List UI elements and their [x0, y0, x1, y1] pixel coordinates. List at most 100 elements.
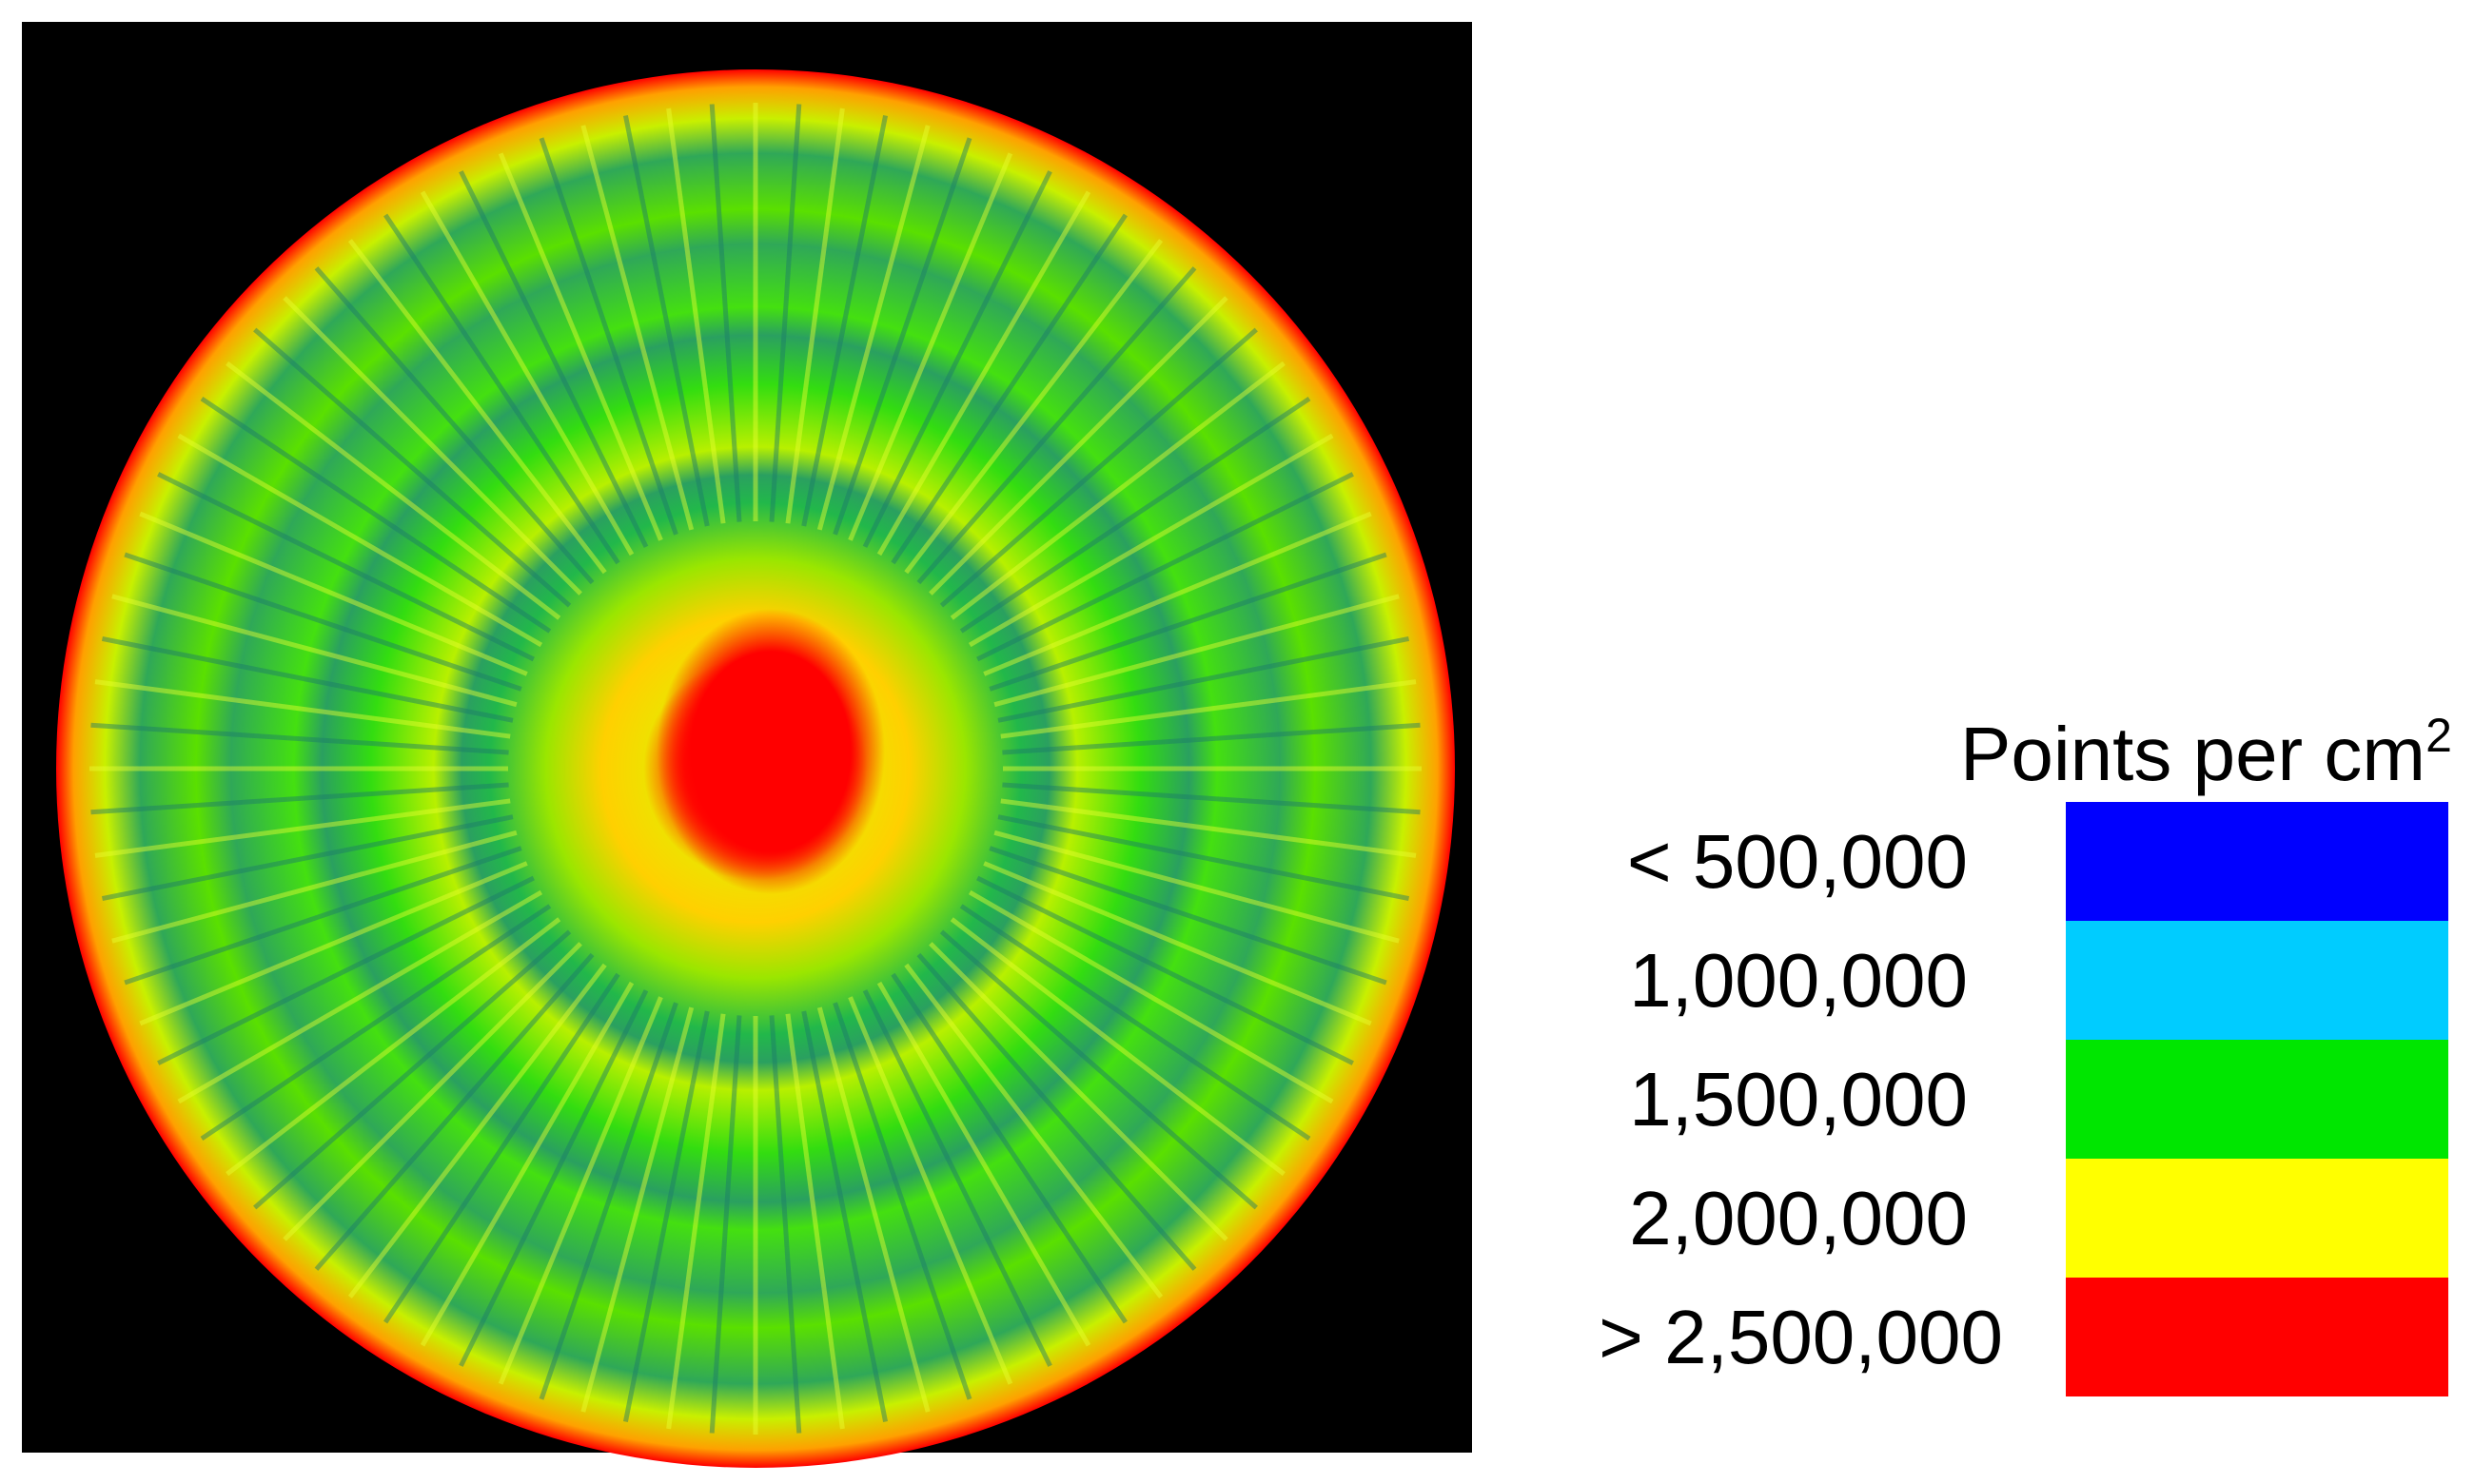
streak — [314, 952, 595, 1271]
streak — [539, 137, 678, 536]
radial-streaks — [89, 103, 1422, 1435]
streak — [876, 190, 1091, 556]
streak — [459, 989, 649, 1367]
streak — [989, 552, 1387, 692]
streak — [111, 594, 518, 708]
streak — [347, 963, 607, 1298]
streak — [111, 830, 518, 944]
legend-swatch — [2066, 1040, 2448, 1159]
streak — [1002, 722, 1421, 755]
streak — [347, 239, 607, 575]
streak — [916, 952, 1197, 1271]
streak — [94, 798, 511, 858]
streak — [939, 929, 1258, 1210]
streak — [997, 635, 1410, 723]
streak — [959, 397, 1311, 634]
streak — [816, 125, 931, 531]
legend-title-text: Points per cm — [1960, 712, 2425, 796]
streak — [498, 996, 663, 1385]
streak — [253, 327, 572, 608]
streak — [314, 266, 595, 585]
streak — [801, 1010, 889, 1423]
streak — [968, 433, 1334, 648]
streak — [539, 1002, 678, 1400]
streak — [622, 114, 710, 527]
streak — [816, 1006, 931, 1413]
streak — [785, 107, 845, 524]
legend-title-superscript: 2 — [2425, 709, 2452, 762]
streak — [200, 397, 552, 634]
streak — [929, 942, 1228, 1241]
streak — [383, 972, 620, 1324]
streak — [177, 889, 543, 1104]
streak — [976, 472, 1354, 662]
streak — [968, 889, 1334, 1104]
streak — [950, 361, 1286, 620]
legend-swatch — [2066, 1159, 2448, 1278]
legend-label: 1,000,000 — [1629, 938, 1968, 1023]
legend-label: 1,500,000 — [1629, 1057, 1968, 1142]
streak — [876, 981, 1091, 1347]
streak — [989, 846, 1387, 986]
streak — [904, 963, 1164, 1298]
streak — [1000, 798, 1417, 858]
streak — [1002, 782, 1421, 815]
streak — [383, 213, 620, 565]
streak — [997, 814, 1410, 902]
streak — [983, 511, 1372, 676]
streak — [709, 104, 742, 522]
dense-core — [657, 609, 885, 894]
streak — [124, 846, 522, 986]
legend-swatch — [2066, 1278, 2448, 1396]
streak — [891, 213, 1128, 565]
legend-title: Points per cm2 — [1960, 709, 2452, 796]
streak — [976, 875, 1354, 1065]
streak — [226, 917, 561, 1177]
streak — [785, 1013, 845, 1430]
streak — [666, 1013, 726, 1430]
streak — [226, 361, 561, 620]
streak — [253, 929, 572, 1210]
streak — [959, 904, 1311, 1141]
legend-label: > 2,500,000 — [1599, 1295, 2003, 1379]
legend-swatch — [2066, 921, 2448, 1040]
streak — [139, 511, 528, 676]
legend-swatch — [2066, 802, 2448, 921]
legend-label: 2,000,000 — [1629, 1176, 1968, 1260]
streak — [139, 861, 528, 1026]
streak — [283, 942, 582, 1241]
streak — [769, 104, 802, 522]
streak — [157, 875, 535, 1065]
streak — [769, 1015, 802, 1434]
streak — [983, 861, 1372, 1026]
streak — [101, 635, 514, 723]
streak — [622, 1010, 710, 1423]
streak — [862, 170, 1052, 548]
streak — [90, 782, 509, 815]
legend: Points per cm2 < 500,000 1,000,000 1,500,0… — [1599, 709, 2452, 1396]
legend-label: < 500,000 — [1627, 819, 1968, 904]
streak — [420, 190, 635, 556]
streak — [709, 1015, 742, 1434]
streak — [848, 152, 1013, 541]
streak — [498, 152, 663, 541]
streak — [101, 814, 514, 902]
streak — [833, 1002, 972, 1400]
streak — [94, 679, 511, 739]
streak — [157, 472, 535, 662]
streak — [177, 433, 543, 648]
streak — [862, 989, 1052, 1367]
streak — [916, 266, 1197, 585]
streak — [459, 170, 649, 548]
streak — [833, 137, 972, 536]
streak — [929, 296, 1228, 596]
streak — [904, 239, 1164, 575]
streak — [200, 904, 552, 1141]
streak — [420, 981, 635, 1347]
streak — [801, 114, 889, 527]
streak — [283, 296, 582, 596]
streak — [124, 552, 522, 692]
streak — [90, 722, 509, 755]
